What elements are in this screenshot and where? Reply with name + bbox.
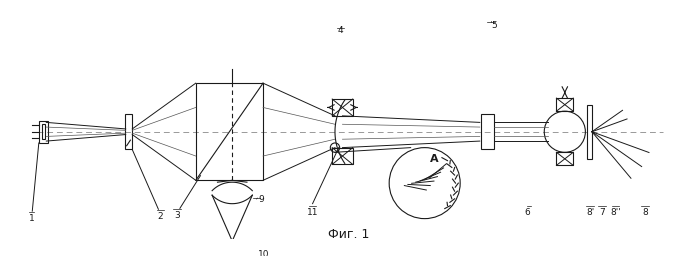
Text: 1: 1 xyxy=(29,214,34,223)
Bar xyxy=(332,148,352,164)
Text: 6: 6 xyxy=(525,208,530,217)
Bar xyxy=(125,114,132,150)
Bar xyxy=(219,241,245,246)
Text: 2: 2 xyxy=(158,212,163,221)
Bar xyxy=(332,99,352,116)
Bar xyxy=(39,121,48,143)
Bar xyxy=(556,152,573,165)
Bar xyxy=(556,98,573,111)
Text: 11: 11 xyxy=(307,208,318,217)
Bar xyxy=(481,114,493,150)
Bar xyxy=(195,83,263,180)
Bar xyxy=(42,124,45,139)
Text: 9: 9 xyxy=(258,195,264,204)
Text: 4: 4 xyxy=(338,26,343,35)
Text: A: A xyxy=(430,154,439,164)
Text: 10: 10 xyxy=(258,250,270,256)
Text: 8'': 8'' xyxy=(610,208,621,217)
Text: 5: 5 xyxy=(491,20,497,29)
Text: Фиг. 1: Фиг. 1 xyxy=(328,228,370,241)
Text: 8': 8' xyxy=(586,208,594,217)
Text: 3: 3 xyxy=(174,211,180,220)
Text: 7: 7 xyxy=(600,208,605,217)
Bar xyxy=(587,105,592,159)
Text: 8: 8 xyxy=(642,208,648,217)
